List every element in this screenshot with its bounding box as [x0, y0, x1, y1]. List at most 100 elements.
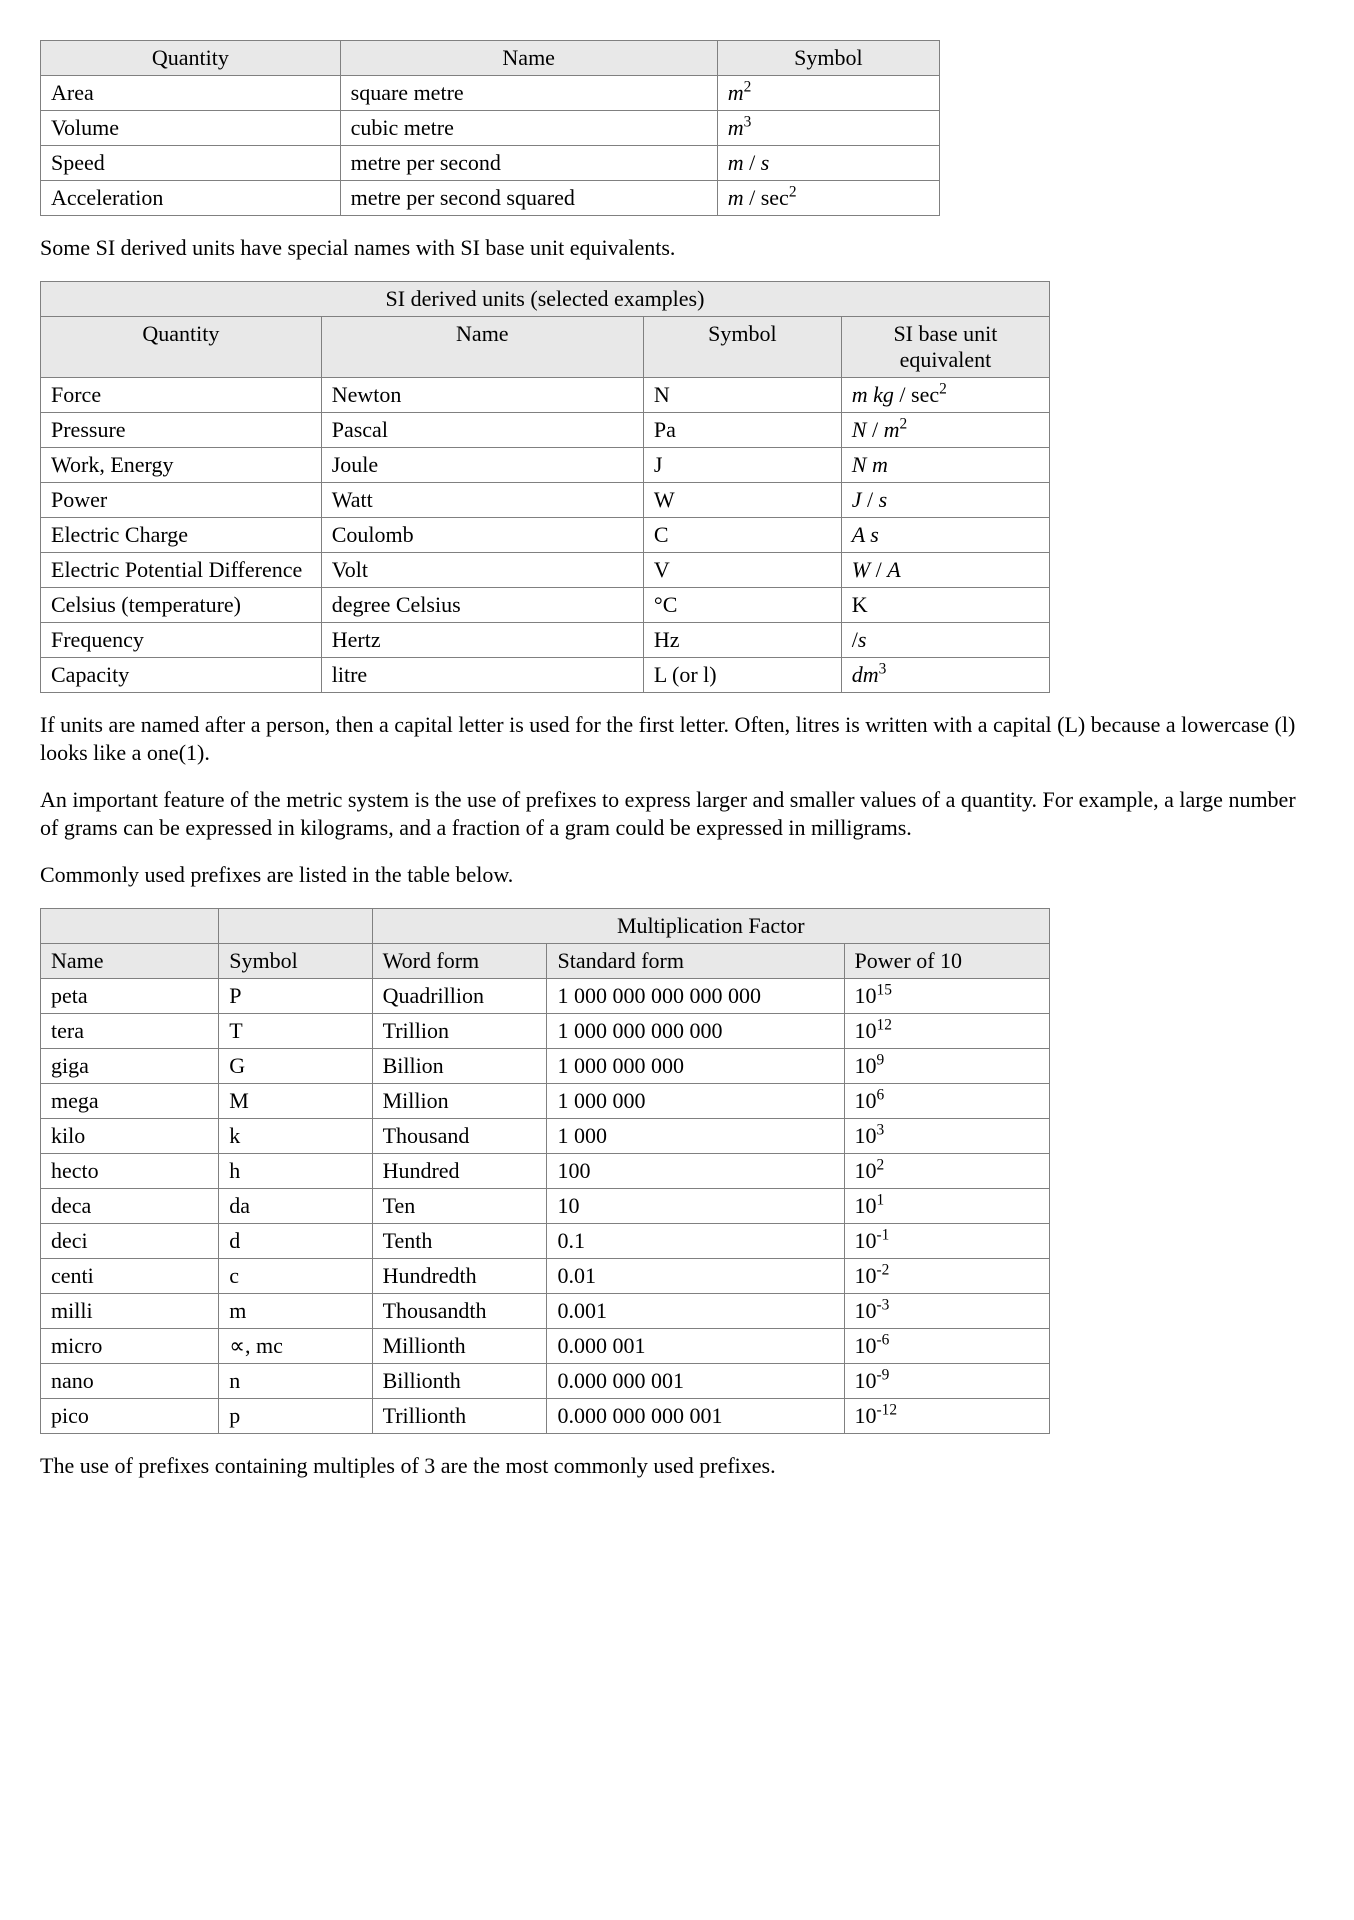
cell-name: Joule [321, 447, 643, 482]
derived-units-special-table: SI derived units (selected examples) Qua… [40, 281, 1050, 693]
cell-name: square metre [340, 76, 717, 111]
cell-name: giga [41, 1048, 219, 1083]
cell-symbol: m [219, 1293, 372, 1328]
cell-word-form: Billionth [372, 1363, 547, 1398]
table-row: decidTenth0.110-1 [41, 1223, 1050, 1258]
cell-word-form: Million [372, 1083, 547, 1118]
cell-standard-form: 0.1 [547, 1223, 844, 1258]
cell-quantity: Volume [41, 111, 341, 146]
table-header-row: Name Symbol Word form Standard form Powe… [41, 943, 1050, 978]
cell-symbol: m2 [717, 76, 939, 111]
cell-name: peta [41, 978, 219, 1013]
cell-name: pico [41, 1398, 219, 1433]
cell-power-of-10: 103 [844, 1118, 1050, 1153]
cell-quantity: Acceleration [41, 181, 341, 216]
table-row: petaPQuadrillion1 000 000 000 000 000101… [41, 978, 1050, 1013]
table-row: Work, EnergyJouleJN m [41, 447, 1050, 482]
table-row: micro∝, mcMillionth0.000 00110-6 [41, 1328, 1050, 1363]
cell-name: litre [321, 657, 643, 692]
cell-equivalent: K [841, 587, 1049, 622]
cell-quantity: Electric Charge [41, 517, 322, 552]
cell-standard-form: 0.000 000 000 001 [547, 1398, 844, 1433]
cell-quantity: Speed [41, 146, 341, 181]
table-row: picopTrillionth0.000 000 000 00110-12 [41, 1398, 1050, 1433]
table-row: kilokThousand1 000103 [41, 1118, 1050, 1153]
cell-quantity: Frequency [41, 622, 322, 657]
cell-symbol: L (or l) [643, 657, 841, 692]
cell-equivalent: dm3 [841, 657, 1049, 692]
cell-word-form: Ten [372, 1188, 547, 1223]
cell-symbol: M [219, 1083, 372, 1118]
cell-power-of-10: 10-12 [844, 1398, 1050, 1433]
cell-word-form: Billion [372, 1048, 547, 1083]
table-title-row: SI derived units (selected examples) [41, 281, 1050, 316]
table-row: Celsius (temperature)degree Celsius°CK [41, 587, 1050, 622]
cell-word-form: Trillionth [372, 1398, 547, 1433]
col-name: Name [41, 943, 219, 978]
cell-name: Pascal [321, 412, 643, 447]
paragraph-prefixes-table-intro: Commonly used prefixes are listed in the… [40, 861, 1314, 890]
cell-power-of-10: 10-3 [844, 1293, 1050, 1328]
cell-equivalent: W / A [841, 552, 1049, 587]
cell-symbol: P [219, 978, 372, 1013]
cell-equivalent: N m [841, 447, 1049, 482]
cell-quantity: Force [41, 377, 322, 412]
cell-name: Newton [321, 377, 643, 412]
table-row: Electric ChargeCoulombCA s [41, 517, 1050, 552]
cell-standard-form: 10 [547, 1188, 844, 1223]
cell-standard-form: 0.01 [547, 1258, 844, 1293]
cell-symbol: p [219, 1398, 372, 1433]
col-symbol: Symbol [219, 943, 372, 978]
cell-name: deca [41, 1188, 219, 1223]
cell-word-form: Thousandth [372, 1293, 547, 1328]
cell-quantity: Area [41, 76, 341, 111]
cell-name: micro [41, 1328, 219, 1363]
col-name: Name [340, 41, 717, 76]
paragraph-si-special-intro: Some SI derived units have special names… [40, 234, 1314, 263]
cell-name: mega [41, 1083, 219, 1118]
cell-equivalent: m kg / sec2 [841, 377, 1049, 412]
table-row: teraTTrillion1 000 000 000 0001012 [41, 1013, 1050, 1048]
cell-symbol: h [219, 1153, 372, 1188]
cell-standard-form: 1 000 000 000 000 [547, 1013, 844, 1048]
cell-power-of-10: 106 [844, 1083, 1050, 1118]
col-standard-form: Standard form [547, 943, 844, 978]
cell-symbol: V [643, 552, 841, 587]
col-name: Name [321, 316, 643, 377]
table-row: ForceNewtonNm kg / sec2 [41, 377, 1050, 412]
cell-equivalent: J / s [841, 482, 1049, 517]
cell-name: metre per second squared [340, 181, 717, 216]
cell-name: Volt [321, 552, 643, 587]
cell-standard-form: 1 000 000 000 000 000 [547, 978, 844, 1013]
cell-power-of-10: 109 [844, 1048, 1050, 1083]
cell-power-of-10: 10-9 [844, 1363, 1050, 1398]
cell-equivalent: N / m2 [841, 412, 1049, 447]
cell-symbol: m3 [717, 111, 939, 146]
cell-name: metre per second [340, 146, 717, 181]
cell-name: Coulomb [321, 517, 643, 552]
cell-power-of-10: 102 [844, 1153, 1050, 1188]
cell-equivalent: /s [841, 622, 1049, 657]
cell-symbol: da [219, 1188, 372, 1223]
table-row: gigaGBillion1 000 000 000109 [41, 1048, 1050, 1083]
cell-word-form: Tenth [372, 1223, 547, 1258]
cell-name: tera [41, 1013, 219, 1048]
cell-word-form: Quadrillion [372, 978, 547, 1013]
cell-quantity: Power [41, 482, 322, 517]
multiplication-factor-header: Multiplication Factor [372, 908, 1049, 943]
paragraph-prefixes-intro: An important feature of the metric syste… [40, 786, 1314, 843]
table-row: centicHundredth0.0110-2 [41, 1258, 1050, 1293]
cell-symbol: N [643, 377, 841, 412]
table-row: megaMMillion1 000 000106 [41, 1083, 1050, 1118]
cell-word-form: Millionth [372, 1328, 547, 1363]
blank-header [219, 908, 372, 943]
cell-standard-form: 1 000 000 [547, 1083, 844, 1118]
cell-name: nano [41, 1363, 219, 1398]
table-row: decadaTen10101 [41, 1188, 1050, 1223]
col-word-form: Word form [372, 943, 547, 978]
table-row: Electric Potential DifferenceVoltVW / A [41, 552, 1050, 587]
cell-standard-form: 1 000 000 000 [547, 1048, 844, 1083]
cell-quantity: Pressure [41, 412, 322, 447]
cell-power-of-10: 10-1 [844, 1223, 1050, 1258]
table-row: Areasquare metrem2 [41, 76, 940, 111]
